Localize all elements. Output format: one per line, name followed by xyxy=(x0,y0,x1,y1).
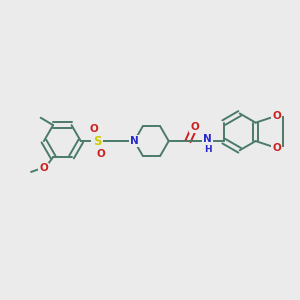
Text: O: O xyxy=(89,124,98,134)
Text: O: O xyxy=(272,143,281,153)
Text: N: N xyxy=(130,136,139,146)
Text: O: O xyxy=(39,163,48,173)
Text: H: H xyxy=(204,145,212,154)
Text: O: O xyxy=(272,111,281,121)
Text: O: O xyxy=(96,148,105,159)
Text: O: O xyxy=(190,122,199,132)
Text: S: S xyxy=(93,135,101,148)
Text: N: N xyxy=(203,134,212,144)
